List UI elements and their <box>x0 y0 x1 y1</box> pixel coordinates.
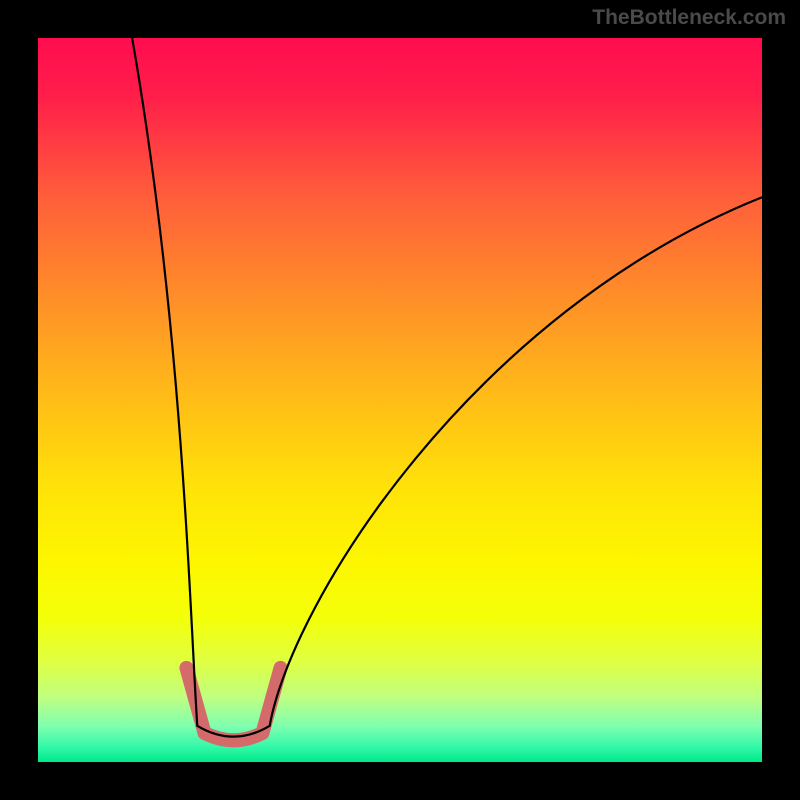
chart-canvas <box>0 0 800 800</box>
bottleneck-chart: TheBottleneck.com <box>0 0 800 800</box>
watermark-text: TheBottleneck.com <box>592 6 786 30</box>
plot-gradient-background <box>38 38 762 762</box>
